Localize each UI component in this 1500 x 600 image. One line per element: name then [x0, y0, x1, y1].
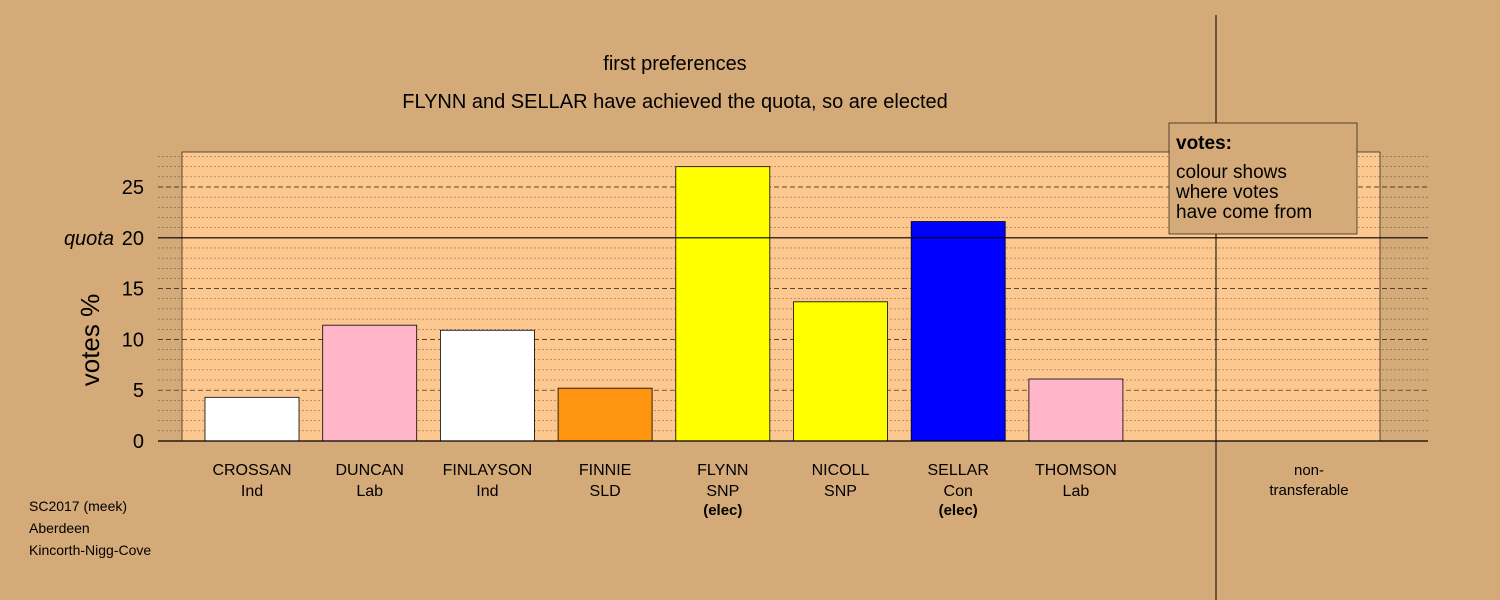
non-transferable-label-line2: transferable — [1269, 482, 1348, 499]
chart-subtitle: FLYNN and SELLAR have achieved the quota… — [402, 91, 948, 113]
legend-box — [1168, 122, 1358, 235]
candidate-name-label: FINLAYSON — [443, 462, 533, 479]
y-tick-labels: 0 5 10 15 20 25 — [122, 177, 144, 453]
candidate-party-label: SNP — [706, 483, 739, 500]
candidate-party-label: SNP — [824, 483, 857, 500]
y-tick-label: 5 — [133, 380, 144, 402]
y-tick-label: 25 — [122, 177, 144, 199]
bar-finnie — [557, 387, 653, 442]
y-axis-label: votes % — [75, 294, 105, 387]
bar-crossan — [204, 396, 300, 442]
legend-line-2: where votes — [1175, 182, 1278, 203]
elected-label: (elec) — [939, 502, 978, 519]
candidate-name-label: CROSSAN — [212, 462, 291, 479]
candidate-name-label: FLYNN — [697, 462, 748, 479]
y-tick-label: 20 — [122, 228, 144, 250]
bar-sellar — [910, 221, 1006, 442]
y-tick-label: 10 — [122, 329, 144, 351]
elected-label: (elec) — [703, 502, 742, 519]
legend-line-3: have come from — [1176, 202, 1312, 223]
candidate-name-label: SELLAR — [928, 462, 989, 479]
bar-flynn — [675, 166, 771, 442]
candidate-name-label: NICOLL — [812, 462, 870, 479]
candidate-party-label: Lab — [1063, 483, 1090, 500]
footer-line-3: Kincorth-Nigg-Cove — [29, 542, 151, 558]
bars — [204, 166, 1124, 442]
candidate-name-label: DUNCAN — [335, 462, 403, 479]
y-tick-label: 15 — [122, 279, 144, 301]
candidate-party-label: SLD — [590, 483, 621, 500]
bar-thomson — [1028, 378, 1124, 442]
candidate-name-label: THOMSON — [1035, 462, 1117, 479]
chart-title: first preferences — [603, 53, 746, 75]
bar-nicoll — [793, 301, 888, 442]
legend-title: votes: — [1176, 133, 1232, 154]
non-transferable-label-line1: non- — [1294, 462, 1324, 479]
candidate-party-label: Lab — [356, 483, 383, 500]
x-tick-labels: CROSSAN Ind DUNCAN Lab FINLAYSON Ind FINNIE SLD… — [212, 462, 1116, 519]
candidate-name-label: FINNIE — [579, 462, 631, 479]
footer-line-2: Aberdeen — [29, 520, 90, 536]
bar-finlayson — [439, 329, 535, 442]
bar-duncan — [322, 324, 418, 442]
legend: votes: colour shows where votes have com… — [1168, 122, 1358, 235]
candidate-party-label: Ind — [476, 483, 498, 500]
quota-label: quota — [64, 228, 114, 250]
footer-line-1: SC2017 (meek) — [29, 498, 127, 514]
candidate-party-label: Ind — [241, 483, 263, 500]
candidate-party-label: Con — [944, 483, 973, 500]
y-tick-label: 0 — [133, 431, 144, 453]
legend-line-1: colour shows — [1176, 162, 1287, 183]
